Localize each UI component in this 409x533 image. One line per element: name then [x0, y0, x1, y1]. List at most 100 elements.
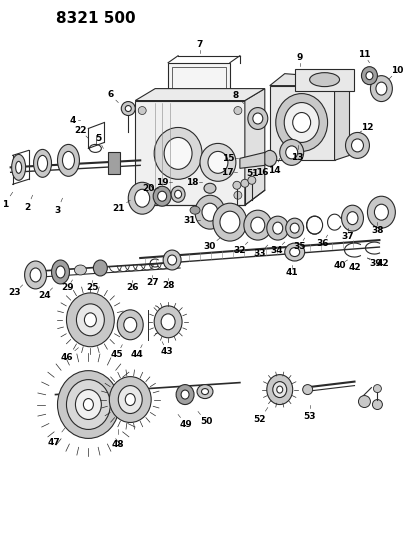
Text: 50: 50	[199, 417, 212, 426]
Text: 37: 37	[340, 232, 353, 240]
Text: 17: 17	[220, 168, 233, 177]
Ellipse shape	[164, 138, 191, 169]
Ellipse shape	[167, 255, 176, 265]
Text: 8: 8	[232, 91, 238, 100]
Ellipse shape	[365, 71, 372, 79]
Ellipse shape	[153, 186, 171, 206]
Text: 45: 45	[111, 350, 123, 359]
Ellipse shape	[34, 149, 52, 177]
Text: 43: 43	[160, 347, 173, 356]
Ellipse shape	[243, 210, 271, 240]
Ellipse shape	[93, 260, 107, 276]
Text: 19: 19	[155, 178, 168, 187]
Ellipse shape	[266, 216, 288, 240]
Circle shape	[121, 102, 135, 116]
Text: 32: 32	[233, 246, 245, 255]
Circle shape	[233, 107, 241, 115]
Text: 14: 14	[268, 166, 281, 175]
Ellipse shape	[373, 204, 387, 220]
Text: 28: 28	[162, 281, 174, 290]
Ellipse shape	[181, 390, 189, 399]
Text: 21: 21	[112, 204, 124, 213]
Text: 52: 52	[253, 415, 265, 424]
Ellipse shape	[200, 143, 235, 181]
Ellipse shape	[370, 76, 391, 102]
Ellipse shape	[195, 195, 225, 229]
Text: 53: 53	[303, 412, 315, 421]
Text: 30: 30	[203, 241, 216, 251]
Circle shape	[357, 395, 370, 408]
Bar	[135, 101, 244, 205]
Text: 48: 48	[112, 440, 124, 449]
Ellipse shape	[283, 102, 318, 142]
Ellipse shape	[276, 386, 282, 393]
Ellipse shape	[109, 377, 151, 423]
Text: 1: 1	[2, 200, 8, 209]
Text: 9: 9	[296, 53, 302, 62]
Text: 3: 3	[54, 206, 61, 215]
Circle shape	[371, 400, 382, 409]
Polygon shape	[244, 88, 264, 205]
Ellipse shape	[154, 306, 182, 338]
Bar	[172, 67, 225, 92]
Ellipse shape	[62, 151, 74, 169]
Text: 44: 44	[130, 350, 143, 359]
Text: 11: 11	[357, 50, 370, 59]
Ellipse shape	[375, 82, 386, 95]
Text: 18: 18	[185, 178, 198, 187]
Ellipse shape	[124, 317, 136, 332]
Text: 5: 5	[95, 134, 101, 143]
Ellipse shape	[207, 151, 227, 173]
Ellipse shape	[38, 156, 47, 171]
Ellipse shape	[163, 250, 181, 270]
Text: 27: 27	[146, 278, 158, 287]
Text: 38: 38	[370, 225, 383, 235]
Ellipse shape	[345, 133, 369, 158]
Text: 42: 42	[347, 263, 360, 272]
Text: 8321 500: 8321 500	[55, 11, 135, 26]
Text: 4: 4	[69, 116, 75, 125]
Text: 33: 33	[253, 248, 265, 257]
Circle shape	[247, 176, 255, 184]
Ellipse shape	[346, 212, 357, 224]
Polygon shape	[239, 152, 264, 168]
Circle shape	[138, 107, 146, 115]
Ellipse shape	[128, 182, 156, 214]
Ellipse shape	[204, 183, 216, 193]
Text: 36: 36	[316, 239, 328, 248]
Ellipse shape	[272, 222, 282, 234]
Text: 24: 24	[38, 292, 51, 301]
Ellipse shape	[190, 206, 200, 214]
Text: 13: 13	[291, 153, 303, 162]
Text: 7: 7	[196, 41, 203, 49]
Ellipse shape	[161, 314, 175, 330]
Ellipse shape	[366, 196, 394, 228]
Ellipse shape	[247, 108, 267, 130]
Ellipse shape	[57, 144, 79, 176]
Ellipse shape	[351, 139, 362, 152]
Ellipse shape	[289, 247, 299, 256]
Text: 42: 42	[375, 259, 388, 268]
Bar	[108, 152, 120, 174]
Ellipse shape	[66, 293, 114, 347]
Ellipse shape	[56, 266, 65, 278]
Ellipse shape	[84, 313, 96, 327]
Bar	[269, 86, 334, 160]
Text: 46: 46	[60, 353, 73, 362]
Ellipse shape	[262, 150, 276, 166]
Text: 29: 29	[61, 284, 74, 293]
Circle shape	[232, 181, 240, 189]
Text: 2: 2	[25, 203, 31, 212]
Polygon shape	[135, 88, 264, 101]
Ellipse shape	[252, 113, 262, 124]
Ellipse shape	[266, 375, 292, 405]
Circle shape	[373, 385, 380, 393]
Ellipse shape	[135, 189, 149, 207]
Ellipse shape	[341, 205, 362, 231]
Ellipse shape	[275, 94, 327, 151]
Text: 26: 26	[126, 284, 138, 293]
Text: 49: 49	[179, 420, 192, 429]
Ellipse shape	[290, 223, 299, 233]
Text: 15: 15	[221, 154, 234, 163]
Text: 12: 12	[360, 123, 373, 132]
